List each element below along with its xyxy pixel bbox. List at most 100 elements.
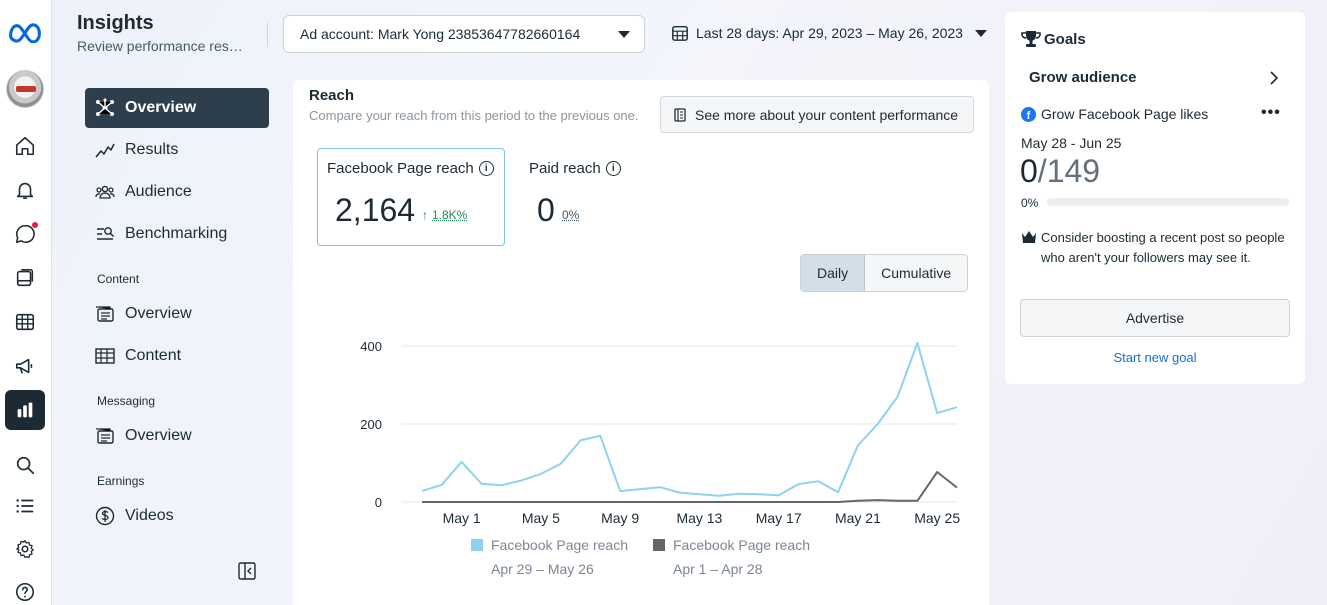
nav-item-audience[interactable]: Audience [85, 172, 269, 212]
goal-total: /149 [1037, 153, 1101, 189]
reach-line-chart: 0 200 400 May 1 May 5 May 9 May 13 May 17 May 21… [360, 339, 960, 526]
x-tick-label: May 13 [676, 510, 722, 526]
nav-item-results[interactable]: Results [85, 130, 269, 170]
facebook-icon: f [1021, 106, 1036, 122]
advertise-button[interactable]: Advertise [1020, 299, 1290, 337]
series-line-previous[interactable] [422, 471, 958, 503]
list-icon[interactable] [5, 486, 45, 526]
goal-progress-bar [1047, 198, 1289, 206]
content-overview-icon [96, 306, 114, 322]
page-reach-metric[interactable]: Facebook Page reach i 2,164 ↑ 1.8K% [317, 148, 505, 246]
help-icon[interactable] [5, 572, 45, 605]
goal-dates: May 28 - Jun 25 [1021, 135, 1122, 151]
trend-icon [95, 143, 115, 158]
nav-item-label: Content [125, 347, 182, 364]
date-range-label: Last 28 days: Apr 29, 2023 – May 26, 202… [696, 25, 963, 41]
nav-item-label: Videos [125, 507, 174, 524]
icon-rail [0, 0, 52, 605]
legend-swatch [653, 539, 665, 551]
legend-item-previous[interactable]: Facebook Page reach [653, 537, 810, 553]
see-more-label: See more about your content performance [695, 106, 959, 123]
y-tick-label: 200 [360, 417, 382, 432]
messaging-overview-icon [96, 428, 114, 444]
page-reach-change-value: 1.8K% [432, 208, 468, 222]
gear-icon[interactable] [5, 529, 45, 569]
x-tick-label: May 9 [601, 510, 639, 526]
reach-description: Compare your reach from this period to t… [309, 108, 639, 123]
nav-item-videos[interactable]: Videos [85, 496, 269, 536]
goal-name-row: f Grow Facebook Page likes [1021, 106, 1208, 122]
document-icon [674, 107, 686, 122]
goals-card: Goals Grow audience f Grow Facebook Page… [1005, 12, 1305, 384]
trophy-icon [1021, 31, 1041, 47]
insights-chart-icon[interactable] [5, 390, 45, 430]
y-tick-label: 400 [360, 339, 382, 354]
page-reach-label-row: Facebook Page reach i [327, 160, 494, 177]
content-table-icon [95, 348, 115, 364]
nav-item-content[interactable]: Content [85, 336, 269, 376]
more-options-icon[interactable]: ••• [1261, 104, 1281, 121]
ad-account-dropdown[interactable]: Ad account: Mark Yong 23853647782660164 [283, 15, 645, 53]
legend-period: Apr 1 – Apr 28 [673, 561, 763, 577]
avatar[interactable] [6, 70, 44, 108]
table-icon[interactable] [5, 302, 45, 342]
notification-dot [32, 222, 38, 228]
goals-title-row: Goals [1020, 29, 1086, 49]
megaphone-icon[interactable] [5, 346, 45, 386]
nav-item-label: Benchmarking [125, 225, 228, 242]
toggle-cumulative[interactable]: Cumulative [865, 255, 968, 291]
series-line-current[interactable] [421, 341, 958, 497]
search-icon[interactable] [5, 445, 45, 485]
home-icon[interactable] [5, 126, 45, 166]
paid-reach-label: Paid reach [529, 160, 601, 177]
meta-logo-icon[interactable] [5, 12, 45, 52]
bell-icon[interactable] [5, 170, 45, 210]
chevron-down-icon [974, 29, 987, 37]
legend-swatch [471, 539, 483, 551]
start-new-goal-link[interactable]: Start new goal [1113, 350, 1197, 365]
collapse-sidebar-icon[interactable] [237, 561, 257, 581]
nav-item-overview[interactable]: Overview [85, 88, 269, 128]
x-tick-label: May 21 [835, 510, 881, 526]
goal-progress-count: 0/149 [1020, 153, 1100, 190]
chevron-right-icon[interactable] [1267, 70, 1281, 86]
nav-item-label: Audience [125, 183, 192, 200]
info-icon[interactable]: i [605, 161, 621, 176]
grow-audience-link[interactable]: Grow audience [1029, 69, 1137, 86]
benchmark-icon [97, 227, 115, 240]
nav-item-benchmarking[interactable]: Benchmarking [85, 214, 269, 254]
nav-heading-content: Content [97, 272, 140, 286]
page-reach-change[interactable]: ↑ 1.8K% [422, 208, 467, 222]
x-tick-label: May 1 [443, 510, 481, 526]
chevron-down-icon [618, 31, 630, 38]
dollar-icon [95, 506, 115, 526]
nav-item-messaging-overview[interactable]: Overview [85, 416, 269, 456]
legend-period: Apr 29 – May 26 [491, 561, 594, 577]
paid-reach-change[interactable]: 0% [562, 208, 580, 222]
boost-tip-text: Consider boosting a recent post so peopl… [1041, 230, 1285, 265]
pages-icon[interactable] [5, 258, 45, 298]
date-range-picker[interactable]: Last 28 days: Apr 29, 2023 – May 26, 202… [671, 24, 987, 42]
crown-icon [1022, 231, 1036, 243]
paid-reach-value: 0 [537, 192, 555, 228]
y-tick-label: 0 [375, 495, 382, 510]
page-subtitle: Review performance results [77, 38, 249, 54]
nav-item-label: Overview [125, 99, 197, 116]
chat-icon[interactable] [5, 214, 45, 254]
header-divider [267, 23, 268, 47]
nav-heading-earnings: Earnings [97, 474, 145, 488]
goal-name: Grow Facebook Page likes [1041, 106, 1209, 122]
page-reach-label: Facebook Page reach [327, 160, 474, 177]
see-more-content-button[interactable]: See more about your content performance [660, 96, 974, 133]
reach-title: Reach [309, 87, 355, 104]
reach-card: Reach Compare your reach from this perio… [293, 80, 989, 605]
legend-item-current[interactable]: Facebook Page reach [471, 537, 628, 553]
calendar-icon [672, 25, 688, 41]
x-tick-label: May 25 [914, 510, 960, 526]
toggle-daily[interactable]: Daily [801, 255, 866, 291]
nav-heading-messaging: Messaging [97, 394, 156, 408]
nav-item-label: Results [125, 141, 179, 158]
nav-item-content-overview[interactable]: Overview [85, 294, 269, 334]
x-tick-label: May 5 [522, 510, 560, 526]
info-icon[interactable]: i [478, 161, 494, 176]
